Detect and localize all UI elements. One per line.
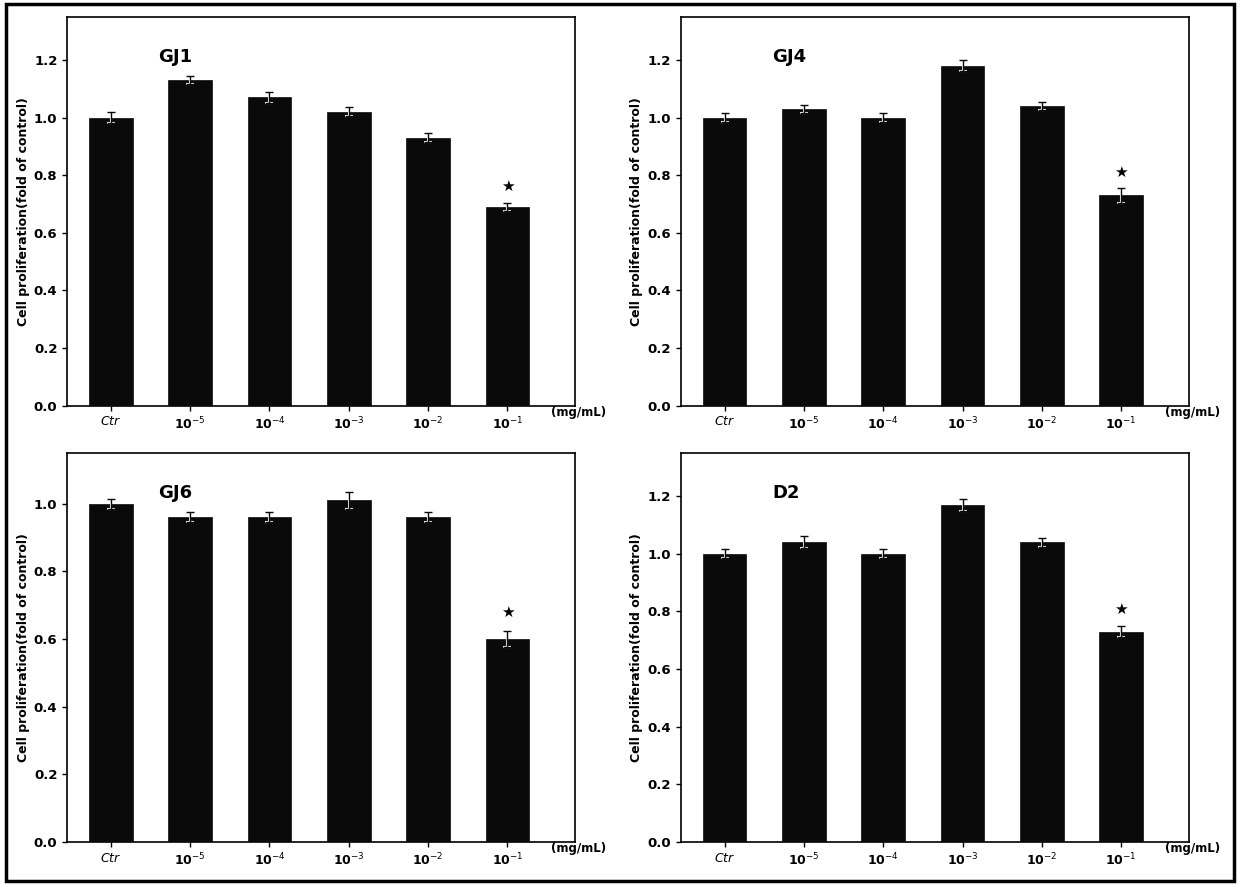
Bar	[327, 112, 371, 405]
Bar	[782, 109, 826, 405]
Bar	[1100, 632, 1143, 842]
Bar	[703, 118, 746, 405]
Text: GJ1: GJ1	[159, 48, 192, 65]
Bar	[89, 504, 133, 842]
Text: ★: ★	[501, 605, 515, 620]
Bar	[486, 639, 529, 842]
Text: (mg/mL): (mg/mL)	[551, 405, 606, 419]
Bar	[169, 517, 212, 842]
Bar	[248, 517, 291, 842]
Bar	[407, 517, 450, 842]
Bar	[1021, 106, 1064, 405]
Y-axis label: Cell proliferation(fold of control): Cell proliferation(fold of control)	[16, 96, 30, 326]
Text: GJ4: GJ4	[773, 48, 806, 65]
Bar	[1100, 196, 1143, 405]
Text: ★: ★	[1115, 165, 1128, 180]
Bar	[248, 97, 291, 405]
Y-axis label: Cell proliferation(fold of control): Cell proliferation(fold of control)	[630, 533, 644, 762]
Bar	[782, 543, 826, 842]
Bar	[169, 80, 212, 405]
Text: (mg/mL): (mg/mL)	[1164, 842, 1220, 855]
Bar	[89, 118, 133, 405]
Bar	[703, 554, 746, 842]
Bar	[407, 138, 450, 405]
Bar	[941, 65, 985, 405]
Text: ★: ★	[501, 179, 515, 194]
Y-axis label: Cell proliferation(fold of control): Cell proliferation(fold of control)	[16, 533, 30, 762]
Text: D2: D2	[773, 484, 800, 502]
Bar	[1021, 543, 1064, 842]
Text: (mg/mL): (mg/mL)	[1164, 405, 1220, 419]
Text: GJ6: GJ6	[159, 484, 192, 502]
Text: ★: ★	[1115, 602, 1128, 617]
Bar	[862, 118, 905, 405]
Y-axis label: Cell proliferation(fold of control): Cell proliferation(fold of control)	[630, 96, 644, 326]
Text: (mg/mL): (mg/mL)	[551, 842, 606, 855]
Bar	[862, 554, 905, 842]
Bar	[941, 504, 985, 842]
Bar	[327, 500, 371, 842]
Bar	[486, 207, 529, 405]
